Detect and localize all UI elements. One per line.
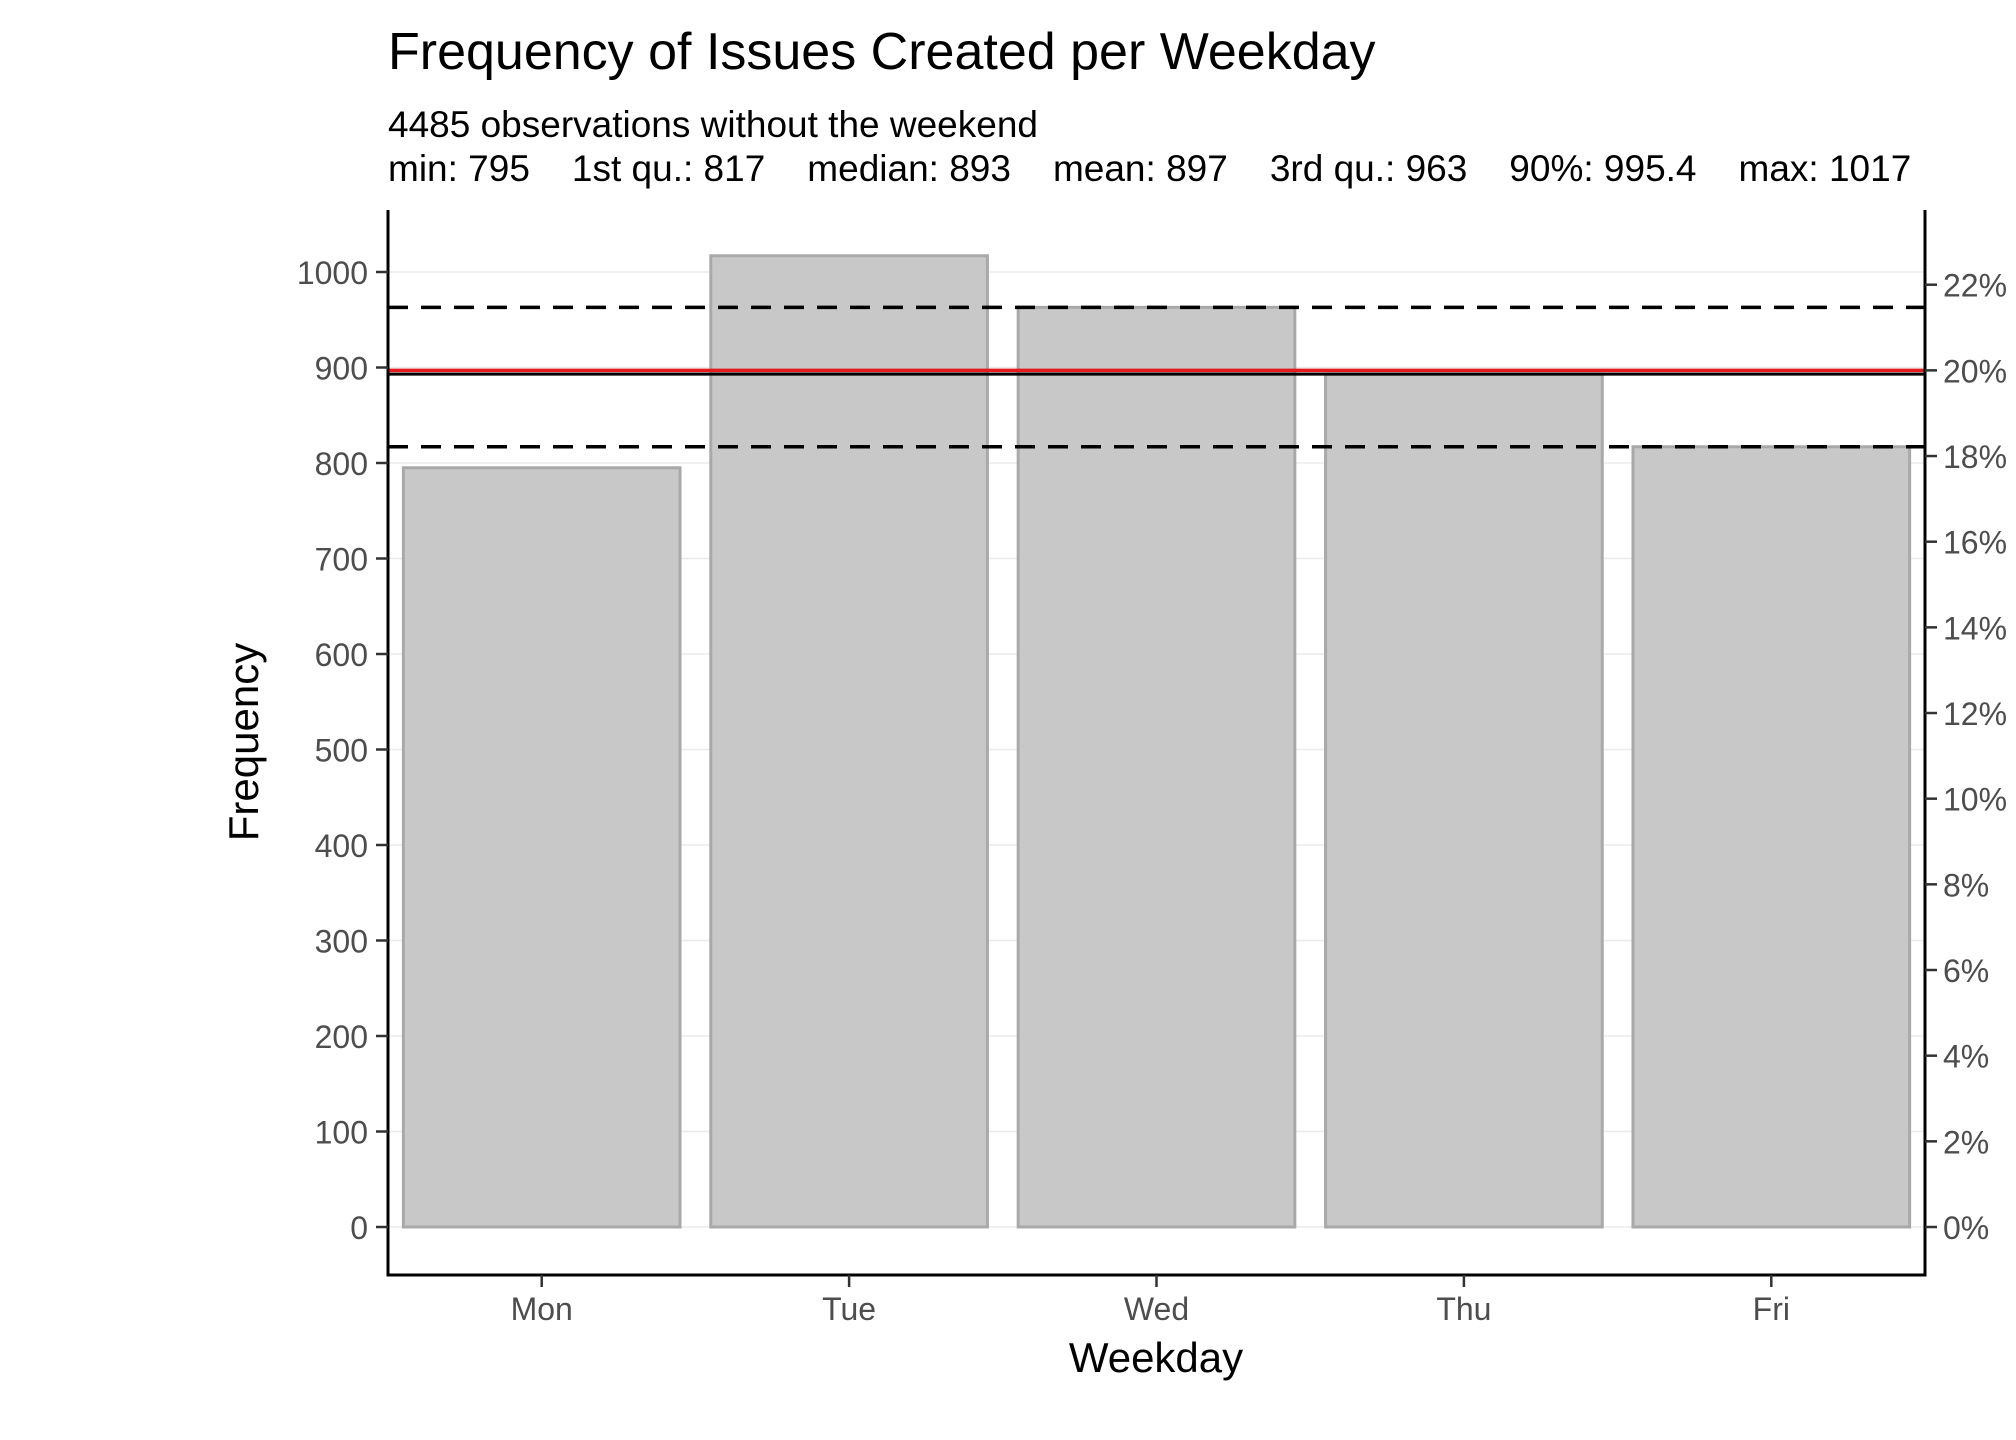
- summary-stats: min: 795 1st qu.: 817 median: 893 mean: 897…: [388, 148, 1911, 190]
- secondary-y-tick-label-8: 16%: [1943, 525, 2007, 561]
- x-tick-label-wed: Wed: [1124, 1291, 1189, 1327]
- stat-1st-quartile: 1st qu.: 817: [571, 148, 766, 189]
- y-tick-label-3: 300: [315, 924, 368, 960]
- stat-max: max: 1017: [1738, 148, 1912, 189]
- secondary-y-axis-ticks: 0% 2% 4% 6% 8% 10% 12% 14% 16% 18% 20% 22%: [1925, 268, 2007, 1246]
- stat-90-percentile: 90%: 995.4: [1509, 148, 1697, 189]
- secondary-y-tick-label-10: 20%: [1943, 353, 2007, 389]
- secondary-y-tick-label-3: 6%: [1943, 953, 1989, 989]
- stat-min: min: 795: [388, 148, 530, 189]
- x-tick-label-mon: Mon: [511, 1291, 573, 1327]
- y-tick-label-7: 700: [315, 542, 368, 578]
- secondary-y-tick-label-2: 4%: [1943, 1039, 1989, 1075]
- secondary-y-tick-label-11: 22%: [1943, 268, 2007, 304]
- y-tick-label-9: 900: [315, 351, 368, 387]
- x-tick-label-tue: Tue: [822, 1291, 876, 1327]
- chart-subtitle: 4485 observations without the weekend: [388, 104, 1038, 145]
- secondary-y-tick-label-9: 18%: [1943, 439, 2007, 475]
- y-tick-label-4: 400: [315, 828, 368, 864]
- secondary-y-tick-label-1: 2%: [1943, 1124, 1989, 1160]
- bar-mon: [401, 466, 682, 1229]
- bar-wed: [1016, 305, 1297, 1229]
- bar-fri: [1631, 445, 1912, 1229]
- y-tick-label-5: 500: [315, 733, 368, 769]
- bar-thu: [1324, 372, 1604, 1229]
- secondary-y-tick-label-4: 8%: [1943, 867, 1989, 903]
- y-tick-label-1: 100: [315, 1115, 368, 1151]
- bars: [401, 254, 1912, 1229]
- x-tick-label-thu: Thu: [1436, 1291, 1491, 1327]
- y-axis-label: Frequency: [220, 643, 267, 841]
- chart-title: Frequency of Issues Created per Weekday: [388, 23, 1376, 81]
- reference-lines: [388, 305, 1925, 449]
- stat-mean: mean: 897: [1052, 148, 1228, 189]
- y-tick-label-8: 800: [315, 446, 368, 482]
- stat-3rd-quartile: 3rd qu.: 963: [1269, 148, 1468, 189]
- y-axis-ticks: 0 100 200 300 400 500 600 700 800 900 1000: [297, 255, 388, 1246]
- secondary-y-tick-label-5: 10%: [1943, 782, 2007, 818]
- y-tick-label-6: 600: [315, 637, 368, 673]
- x-axis-ticks: Mon Tue Wed Thu Fri: [511, 1275, 1790, 1327]
- y-tick-label-10: 1000: [297, 255, 368, 291]
- y-tick-label-0: 0: [350, 1210, 368, 1246]
- bar-tue: [709, 254, 989, 1229]
- y-tick-label-2: 200: [315, 1019, 368, 1055]
- stat-median: median: 893: [807, 148, 1011, 189]
- secondary-y-tick-label-0: 0%: [1943, 1210, 1989, 1246]
- secondary-y-tick-label-7: 14%: [1943, 610, 2007, 646]
- x-tick-label-fri: Fri: [1753, 1291, 1790, 1327]
- x-axis-label: Weekday: [1069, 1334, 1243, 1381]
- secondary-y-tick-label-6: 12%: [1943, 696, 2007, 732]
